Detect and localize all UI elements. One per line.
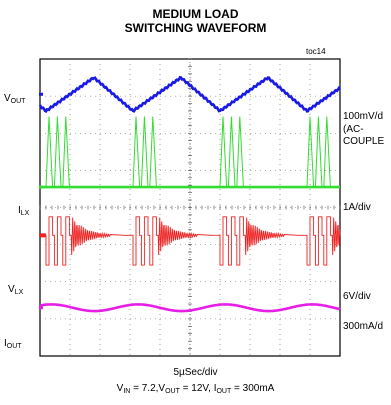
trace-marker (39, 186, 43, 189)
x-axis-label: 5µSec/div (0, 367, 391, 379)
test-conditions: VIN = 7.2,VOUT = 12V, IOUT = 300mA (0, 383, 391, 395)
trace-marker (39, 234, 43, 237)
trace-marker (39, 306, 43, 309)
trace-marker (39, 93, 43, 96)
